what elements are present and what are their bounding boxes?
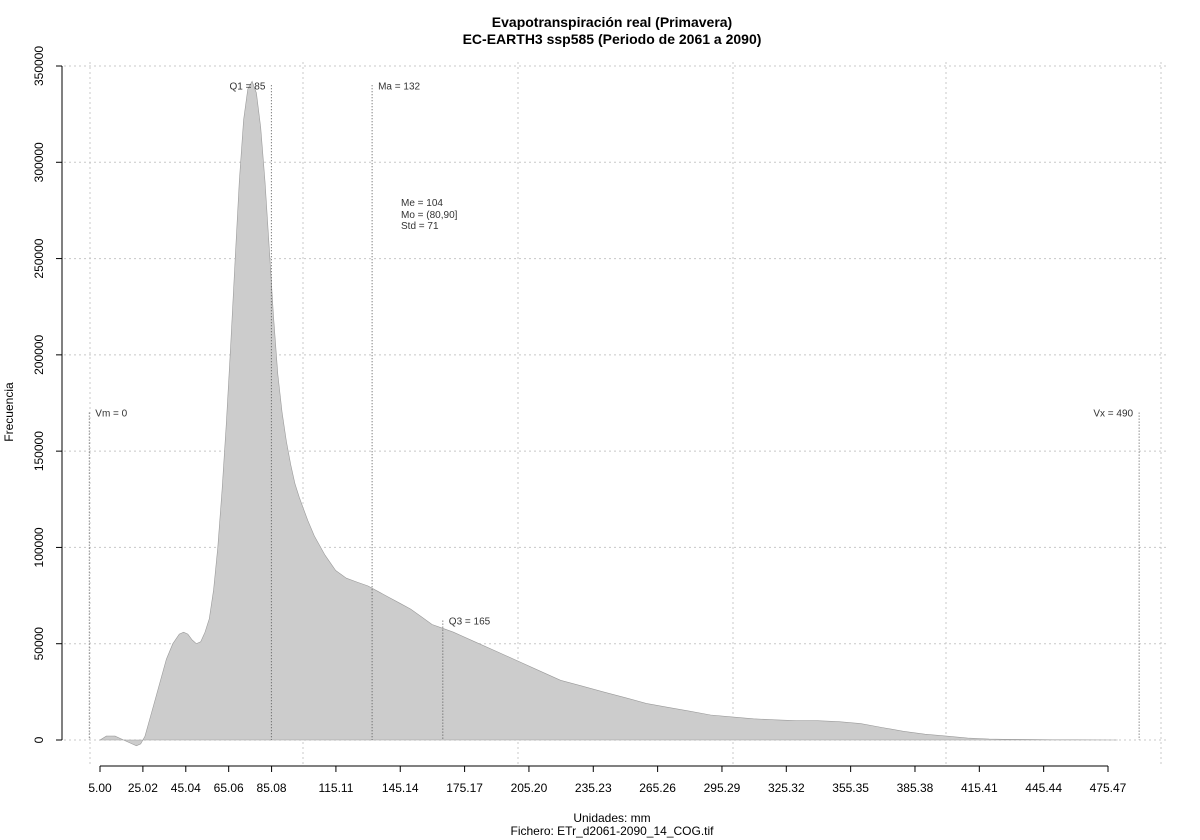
x-tick-label: 445.44 — [1025, 781, 1062, 795]
x-tick-label: 175.17 — [446, 781, 483, 795]
x-tick-label: 475.47 — [1090, 781, 1127, 795]
y-tick-label: 150000 — [32, 431, 46, 471]
x-tick-label: 145.14 — [382, 781, 419, 795]
annotations: Vm = 0 Q1 = 85 Ma = 132 Q3 = 165 Vx = 490 — [95, 81, 1133, 627]
x-tick-label: 65.06 — [214, 781, 244, 795]
annotation-label: Q3 = 165 — [449, 617, 491, 628]
x-tick-label: 415.41 — [961, 781, 998, 795]
chart-subtitle: EC-EARTH3 ssp585 (Periodo de 2061 a 2090… — [463, 31, 762, 47]
density-area — [98, 80, 1118, 747]
x-axis-label: Unidades: mm — [573, 811, 650, 825]
y-tick-label: 100000 — [32, 527, 46, 567]
reference-lines — [88, 85, 1140, 740]
x-tick-label: 85.08 — [257, 781, 287, 795]
x-tick-label: 45.04 — [171, 781, 201, 795]
y-tick-label: 0 — [32, 736, 46, 743]
y-tick-label: 200000 — [32, 335, 46, 375]
annotation-label: Ma = 132 — [378, 81, 420, 92]
stat-mode: Mo = (80,90] — [401, 210, 458, 221]
y-tick-label: 250000 — [32, 238, 46, 278]
x-tick-label: 115.11 — [318, 781, 353, 795]
y-tick-label: 350000 — [32, 46, 46, 86]
x-tick-label: 205.20 — [511, 781, 548, 795]
y-tick-label: 300000 — [32, 142, 46, 182]
annotation-label: Vm = 0 — [95, 409, 127, 420]
y-axis: 0 50000 100000 150000 200000 250000 300000 3500… — [32, 46, 63, 743]
x-tick-label: 355.35 — [832, 781, 869, 795]
chart-title: Evapotranspiración real (Primavera) — [492, 14, 732, 30]
annotation-label: Q1 = 85 — [230, 81, 266, 92]
x-tick-label: 325.32 — [768, 781, 805, 795]
stat-median: Me = 104 — [401, 198, 443, 209]
x-tick-label: 25.02 — [128, 781, 158, 795]
x-tick-label: 265.26 — [639, 781, 676, 795]
y-tick-label: 50000 — [32, 627, 46, 661]
x-tick-label: 295.29 — [704, 781, 741, 795]
x-tick-label: 385.38 — [897, 781, 934, 795]
x-tick-label: 235.23 — [575, 781, 612, 795]
y-axis-label: Frecuencia — [2, 382, 16, 442]
x-axis: 5.00 25.02 45.04 65.06 85.08 115.11 145.14 175.… — [88, 765, 1127, 795]
x-tick-label: 5.00 — [88, 781, 112, 795]
footer-filename: Fichero: ETr_d2061-2090_14_COG.tif — [511, 824, 715, 838]
stat-std: Std = 71 — [401, 221, 439, 232]
stats-block: Me = 104 Mo = (80,90] Std = 71 — [401, 198, 458, 232]
annotation-label: Vx = 490 — [1093, 409, 1133, 420]
